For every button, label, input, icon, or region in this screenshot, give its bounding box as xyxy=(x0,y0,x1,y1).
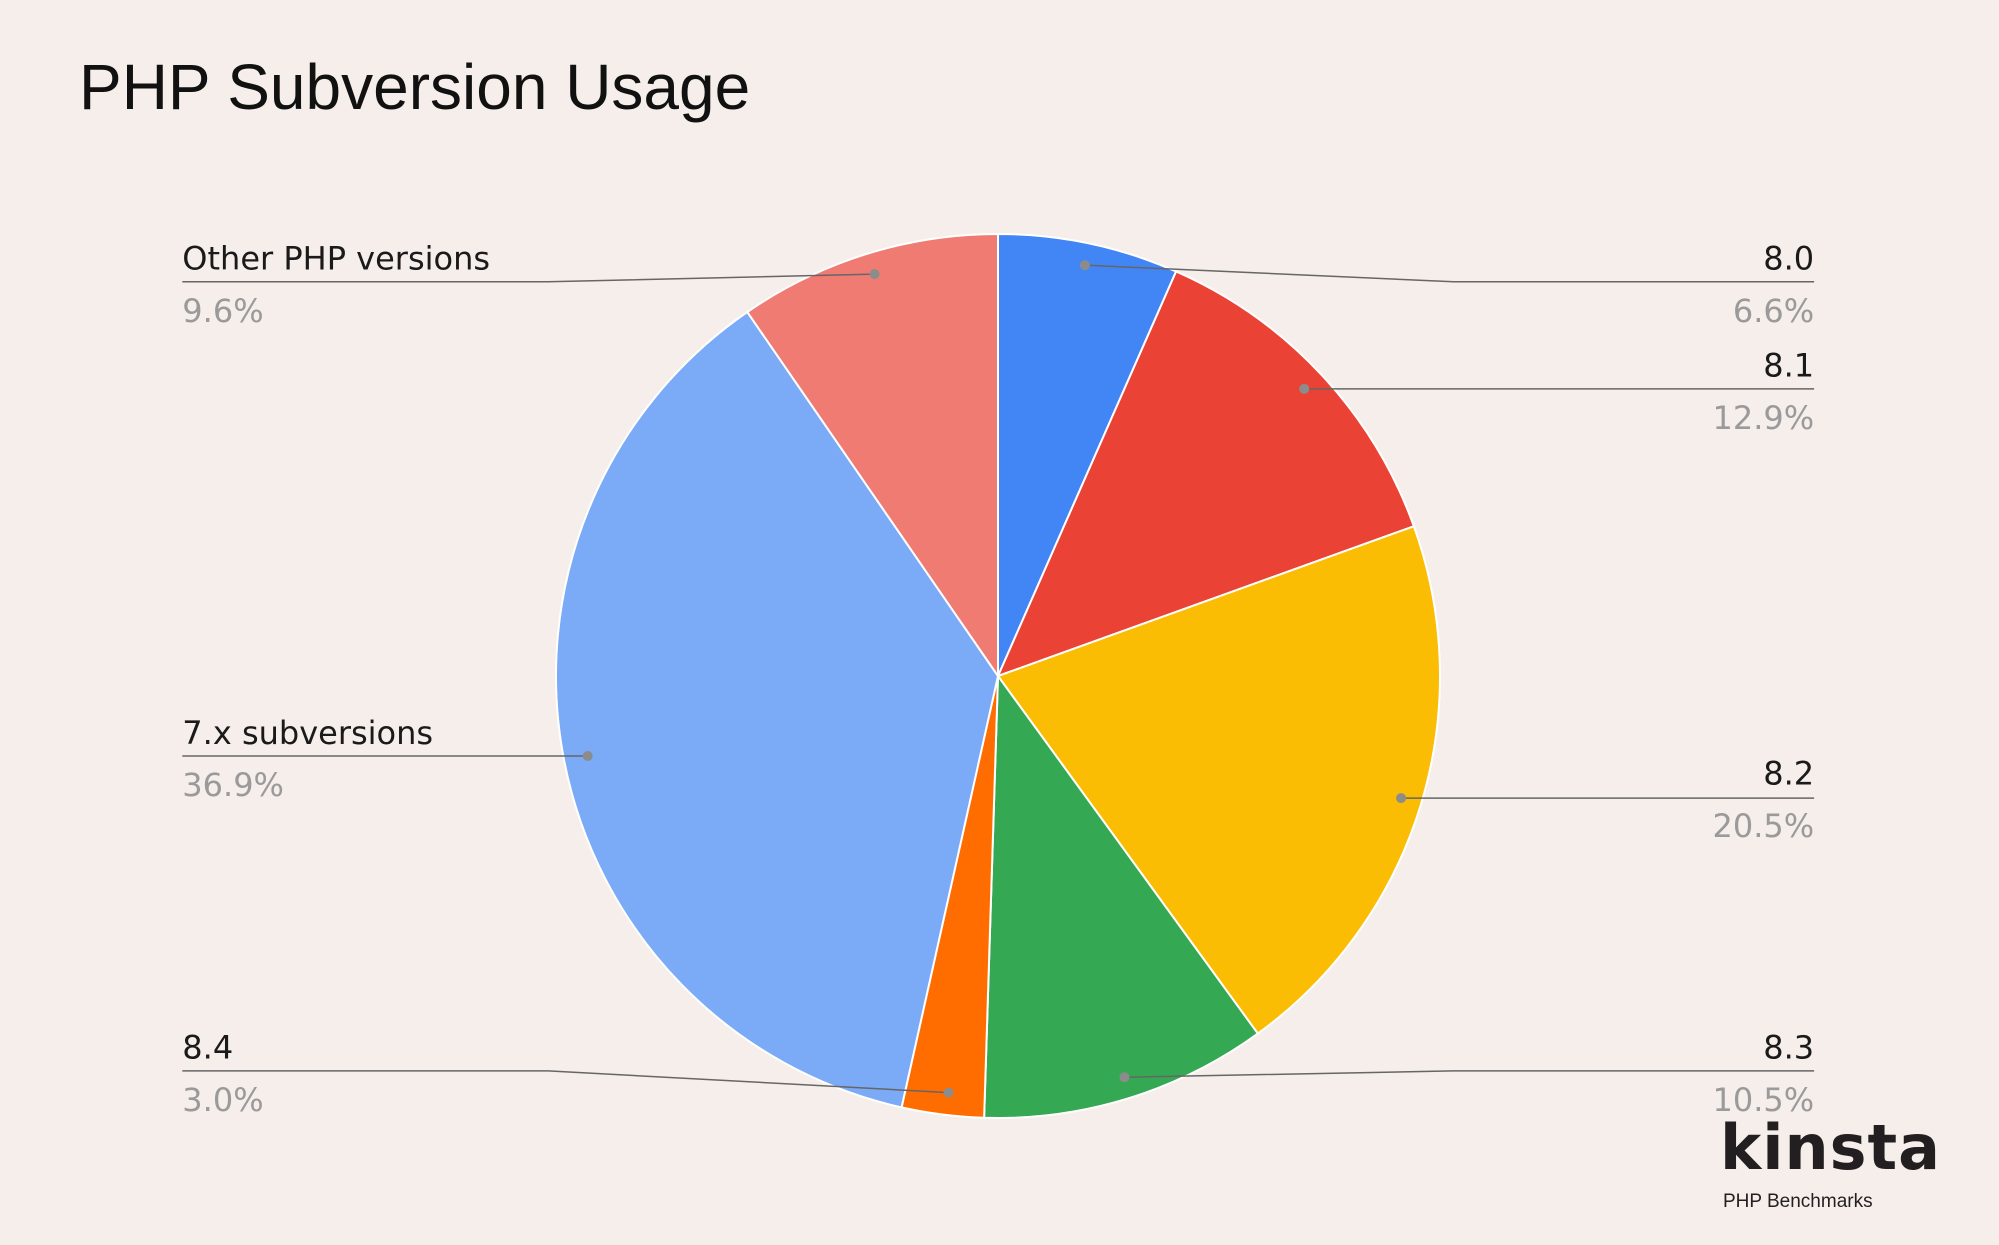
logo-subtitle: PHP Benchmarks xyxy=(1723,1191,1873,1212)
pie-slice-8-2 xyxy=(996,524,1441,1035)
leader-dot xyxy=(1079,260,1090,271)
chart-title: PHP Subversion Usage xyxy=(79,51,751,123)
slice-label: 8.4 xyxy=(182,1029,233,1067)
slice-percent-label: 6.6% xyxy=(1733,292,1814,330)
pie-slice-other-php-versions xyxy=(745,232,999,680)
leader-line xyxy=(182,273,875,283)
slice-label: 8.2 xyxy=(1763,755,1814,793)
leader-dot xyxy=(582,750,593,761)
kinsta-logo: kinsta PHP Benchmarks xyxy=(1720,1110,1941,1214)
leader-dot xyxy=(1396,793,1407,804)
pie-slice-8-1 xyxy=(996,270,1416,678)
logo-wordmark: kinsta xyxy=(1720,1111,1942,1184)
leader-line xyxy=(182,1070,949,1094)
slice-label: Other PHP versions xyxy=(182,240,490,278)
slice-percent-label: 3.0% xyxy=(182,1081,263,1119)
leader-line xyxy=(1124,1070,1815,1079)
slice-label: 8.1 xyxy=(1763,347,1814,385)
slice-percent-label: 20.5% xyxy=(1712,807,1814,845)
slice-percent-label: 36.9% xyxy=(182,766,284,804)
pie-slice-8-3 xyxy=(983,673,1260,1119)
slice-percent-label: 9.6% xyxy=(182,292,263,330)
slice-label: 8.3 xyxy=(1763,1029,1814,1067)
leader-dot xyxy=(869,269,880,280)
slice-label: 8.0 xyxy=(1763,240,1814,278)
leader-dot xyxy=(943,1087,954,1098)
slice-label: 7.x subversions xyxy=(182,714,433,752)
leader-dot xyxy=(1119,1072,1130,1083)
leader-line xyxy=(1084,264,1815,283)
slice-percent-label: 10.5% xyxy=(1712,1081,1814,1119)
pie-slice-7-x-subversions xyxy=(555,310,1000,1109)
leader-dot xyxy=(1299,383,1310,394)
slice-percent-label: 12.9% xyxy=(1712,399,1814,437)
